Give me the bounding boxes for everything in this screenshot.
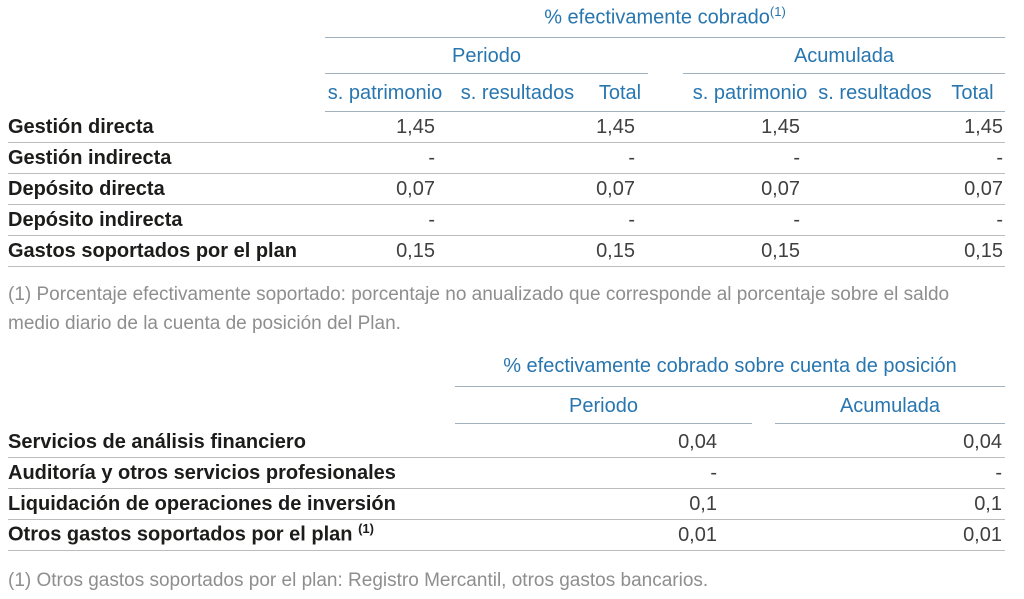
- row-label-text: Otros gastos soportados por el plan: [8, 523, 359, 546]
- row-label: Gestión directa: [8, 115, 154, 138]
- column-header-s-resultados-periodo: s. resultados: [460, 81, 575, 104]
- column-header-s-resultados-acumulada: s. resultados: [818, 81, 932, 104]
- column-header-total-acumulada: Total: [951, 81, 994, 104]
- cell-value: [810, 201, 940, 204]
- cell-value: -: [996, 208, 1003, 231]
- cell-value: [445, 263, 590, 266]
- table1-title: % efectivamente cobrado(1): [325, 4, 1005, 38]
- cell-value: -: [628, 208, 635, 231]
- cell-value: -: [995, 461, 1002, 484]
- table2-title: % efectivamente cobrado sobre cuenta de …: [455, 355, 1005, 387]
- row-label: Gastos soportados por el plan: [8, 239, 297, 262]
- cell-value: [810, 139, 940, 142]
- table-row-otros-gastos: Otros gastos soportados por el plan (1) …: [8, 520, 1005, 551]
- table-row-deposito-indirecta: Depósito indirecta - - - -: [8, 205, 1005, 236]
- table-row-servicios-analisis: Servicios de análisis financiero 0,04 0,…: [8, 424, 1005, 458]
- row-label-footnote-marker: (1): [358, 521, 374, 536]
- table1-group-header-row: Periodo Acumulada: [325, 38, 1005, 74]
- row-label: Liquidación de operaciones de inversión: [8, 492, 396, 515]
- cell-value: 0,15: [596, 239, 635, 262]
- table-row-liquidacion: Liquidación de operaciones de inversión …: [8, 489, 1005, 520]
- cell-value: 0,15: [761, 239, 800, 262]
- column-header-periodo: Periodo: [455, 395, 752, 424]
- cell-value: 0,07: [396, 177, 435, 200]
- cell-value: [810, 170, 940, 173]
- table2-column-header-row: Periodo Acumulada: [455, 387, 1005, 424]
- row-label: Auditoría y otros servicios profesionale…: [8, 461, 396, 484]
- cell-value: 0,1: [974, 492, 1002, 515]
- table2-footnote: (1) Otros gastos soportados por el plan:…: [8, 569, 709, 591]
- cell-value: 1,45: [596, 115, 635, 138]
- cell-value: 0,15: [396, 239, 435, 262]
- cell-value: -: [428, 146, 435, 169]
- cell-value: -: [793, 208, 800, 231]
- cell-value: -: [428, 208, 435, 231]
- cell-value: 0,07: [761, 177, 800, 200]
- column-header-total-periodo: Total: [598, 81, 642, 104]
- column-header-s-patrimonio-periodo: s. patrimonio: [327, 81, 443, 104]
- table-row-gastos-soportados: Gastos soportados por el plan 0,15 0,15 …: [8, 236, 1005, 267]
- table-row-gestion-directa: Gestión directa 1,45 1,45 1,45 1,45: [8, 112, 1005, 143]
- cell-value: 1,45: [964, 115, 1003, 138]
- content: % efectivamente cobrado(1) Periodo Acumu…: [8, 4, 1005, 595]
- row-label: Depósito indirecta: [8, 208, 183, 231]
- cell-value: 1,45: [761, 115, 800, 138]
- row-label: Depósito directa: [8, 177, 165, 200]
- cell-value: -: [793, 146, 800, 169]
- cell-value: [810, 263, 940, 266]
- cell-value: [445, 232, 590, 235]
- cell-value: 1,45: [396, 115, 435, 138]
- cell-value: [810, 232, 940, 235]
- column-header-acumulada: Acumulada: [775, 395, 1005, 424]
- table1-footnote: (1) Porcentaje efectivamente soportado: …: [8, 283, 950, 334]
- table-row-deposito-directa: Depósito directa 0,07 0,07 0,07 0,07: [8, 174, 1005, 205]
- cell-value: 0,07: [964, 177, 1003, 200]
- cell-value: -: [996, 146, 1003, 169]
- cell-value: 0,04: [963, 430, 1002, 453]
- cell-value: 0,15: [964, 239, 1003, 262]
- cell-value: [445, 170, 590, 173]
- table-row-gestion-indirecta: Gestión indirecta - - - -: [8, 143, 1005, 174]
- column-header-s-patrimonio-acumulada: s. patrimonio: [692, 81, 808, 104]
- group-header-acumulada: Acumulada: [683, 45, 1005, 74]
- cell-value: [445, 201, 590, 204]
- cell-value: 0,01: [963, 523, 1002, 546]
- table1-title-text: % efectivamente cobrado: [544, 6, 770, 29]
- fees-table-2: % efectivamente cobrado sobre cuenta de …: [8, 355, 1005, 595]
- table1-title-footnote-marker: (1): [769, 4, 786, 19]
- cell-value: 0,1: [689, 492, 717, 515]
- cell-value: [445, 139, 590, 142]
- table-row-auditoria: Auditoría y otros servicios profesionale…: [8, 458, 1005, 489]
- fees-table-1: % efectivamente cobrado(1) Periodo Acumu…: [8, 4, 1005, 338]
- table1-column-header-row: s. patrimonio s. resultados Total s. pat…: [325, 74, 1005, 112]
- cell-value: 0,07: [596, 177, 635, 200]
- row-label: Servicios de análisis financiero: [8, 430, 306, 453]
- cell-value: -: [710, 461, 717, 484]
- row-label: Gestión indirecta: [8, 146, 172, 169]
- cell-value: 0,04: [678, 430, 717, 453]
- group-header-periodo: Periodo: [325, 45, 648, 74]
- cell-value: -: [628, 146, 635, 169]
- cell-value: 0,01: [678, 523, 717, 546]
- row-label: Otros gastos soportados por el plan (1): [8, 521, 455, 550]
